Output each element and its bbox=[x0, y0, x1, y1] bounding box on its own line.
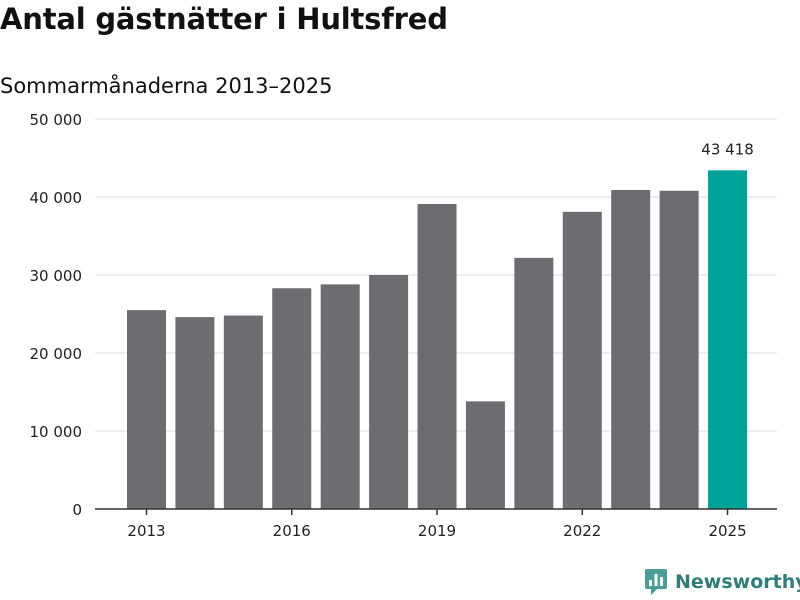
bar-2022 bbox=[562, 211, 602, 509]
bar-2021 bbox=[514, 257, 554, 509]
brand-name: Newsworthy bbox=[675, 571, 800, 593]
bar-2017 bbox=[320, 284, 360, 509]
y-tick-label: 20 000 bbox=[30, 345, 83, 363]
newsworthy-logo-icon bbox=[645, 569, 667, 595]
x-tick-label: 2016 bbox=[273, 522, 311, 540]
y-tick-label: 40 000 bbox=[30, 189, 83, 207]
y-tick-label: 0 bbox=[72, 501, 82, 519]
chart-subtitle: Sommarmånaderna 2013–2025 bbox=[0, 74, 333, 98]
x-tick-label: 2019 bbox=[418, 522, 456, 540]
chart-title: Antal gästnätter i Hultsfred bbox=[0, 2, 448, 36]
y-tick-label: 50 000 bbox=[30, 111, 83, 129]
x-tick-label: 2022 bbox=[563, 522, 601, 540]
bar-2018 bbox=[369, 275, 409, 509]
bar-2023 bbox=[611, 189, 651, 510]
bar-2013 bbox=[127, 310, 166, 509]
x-tick-label: 2013 bbox=[127, 522, 165, 540]
bar-chart: 0 10 000 20 000 30 000 40 000 50 000 2013 2016 2… bbox=[30, 111, 777, 540]
bar-2015 bbox=[223, 315, 263, 509]
bar-2019 bbox=[417, 204, 457, 509]
bar-2014 bbox=[175, 317, 215, 509]
bar-2016 bbox=[272, 288, 312, 509]
brand-logo: Newsworthy bbox=[644, 568, 800, 596]
data-label: 43 418 bbox=[701, 140, 754, 158]
y-tick-label: 30 000 bbox=[30, 267, 83, 285]
x-tick-label: 2025 bbox=[708, 522, 746, 540]
bar-2020 bbox=[465, 401, 505, 509]
y-tick-label: 10 000 bbox=[30, 423, 83, 441]
bar-2025 bbox=[708, 170, 748, 509]
bar-2024 bbox=[659, 190, 699, 509]
